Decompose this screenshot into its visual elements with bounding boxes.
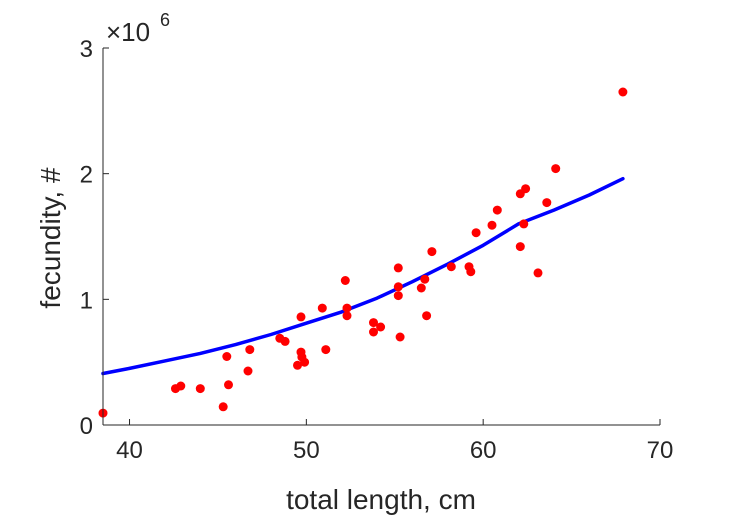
- data-point: [618, 87, 628, 97]
- axes: [102, 47, 661, 426]
- data-point: [487, 220, 497, 230]
- y-exponent-label: ×10: [106, 17, 150, 47]
- data-point: [321, 345, 331, 355]
- data-point: [551, 164, 561, 174]
- y-tick-label: 2: [80, 162, 93, 189]
- data-point: [222, 352, 232, 361]
- data-point: [515, 242, 525, 252]
- y-tick-label: 3: [80, 36, 93, 63]
- x-tick-label: 60: [470, 437, 497, 464]
- x-tick-label: 40: [116, 437, 143, 464]
- data-point: [243, 366, 253, 376]
- x-tick-label: 50: [293, 437, 320, 464]
- data-point: [300, 357, 310, 367]
- data-point: [519, 219, 529, 229]
- fit-curve-layer: [101, 176, 625, 376]
- data-point: [224, 380, 233, 390]
- y-tick-label: 0: [80, 413, 93, 440]
- data-point: [176, 381, 186, 391]
- data-point: [446, 262, 456, 272]
- y-exponent-power: 6: [160, 10, 170, 30]
- data-point: [376, 322, 386, 332]
- data-point: [342, 311, 352, 321]
- x-axis-title: total length, cm: [286, 484, 476, 515]
- data-point: [427, 247, 437, 257]
- data-point: [466, 267, 476, 277]
- data-point: [533, 268, 543, 278]
- data-point: [342, 303, 352, 313]
- data-point: [218, 402, 228, 412]
- data-point: [492, 205, 502, 215]
- y-axis-title: fecundity, #: [35, 167, 66, 309]
- data-point: [395, 332, 405, 342]
- x-tick-label: 70: [647, 437, 674, 464]
- data-point: [393, 263, 403, 273]
- data-point: [542, 198, 552, 208]
- data-point: [195, 384, 205, 394]
- data-point: [296, 312, 306, 322]
- data-point: [422, 311, 432, 321]
- data-point: [245, 345, 255, 355]
- data-point: [317, 303, 327, 313]
- data-point: [293, 360, 302, 370]
- data-point: [340, 276, 350, 285]
- data-point: [393, 282, 403, 292]
- data-point: [369, 318, 378, 328]
- data-point: [420, 274, 430, 284]
- plot-background: [103, 48, 660, 425]
- data-point: [280, 336, 290, 346]
- plot-area: [103, 48, 660, 425]
- data-point: [369, 327, 378, 337]
- data-points-layer: [98, 87, 628, 418]
- data-point: [416, 283, 426, 293]
- y-tick-label: 1: [80, 287, 93, 314]
- data-point: [393, 291, 403, 301]
- data-point: [471, 228, 481, 238]
- data-point: [521, 184, 531, 194]
- tick-labels: 40 50 60 70 0 1 2 3: [80, 36, 674, 464]
- fit-curve: [101, 176, 625, 376]
